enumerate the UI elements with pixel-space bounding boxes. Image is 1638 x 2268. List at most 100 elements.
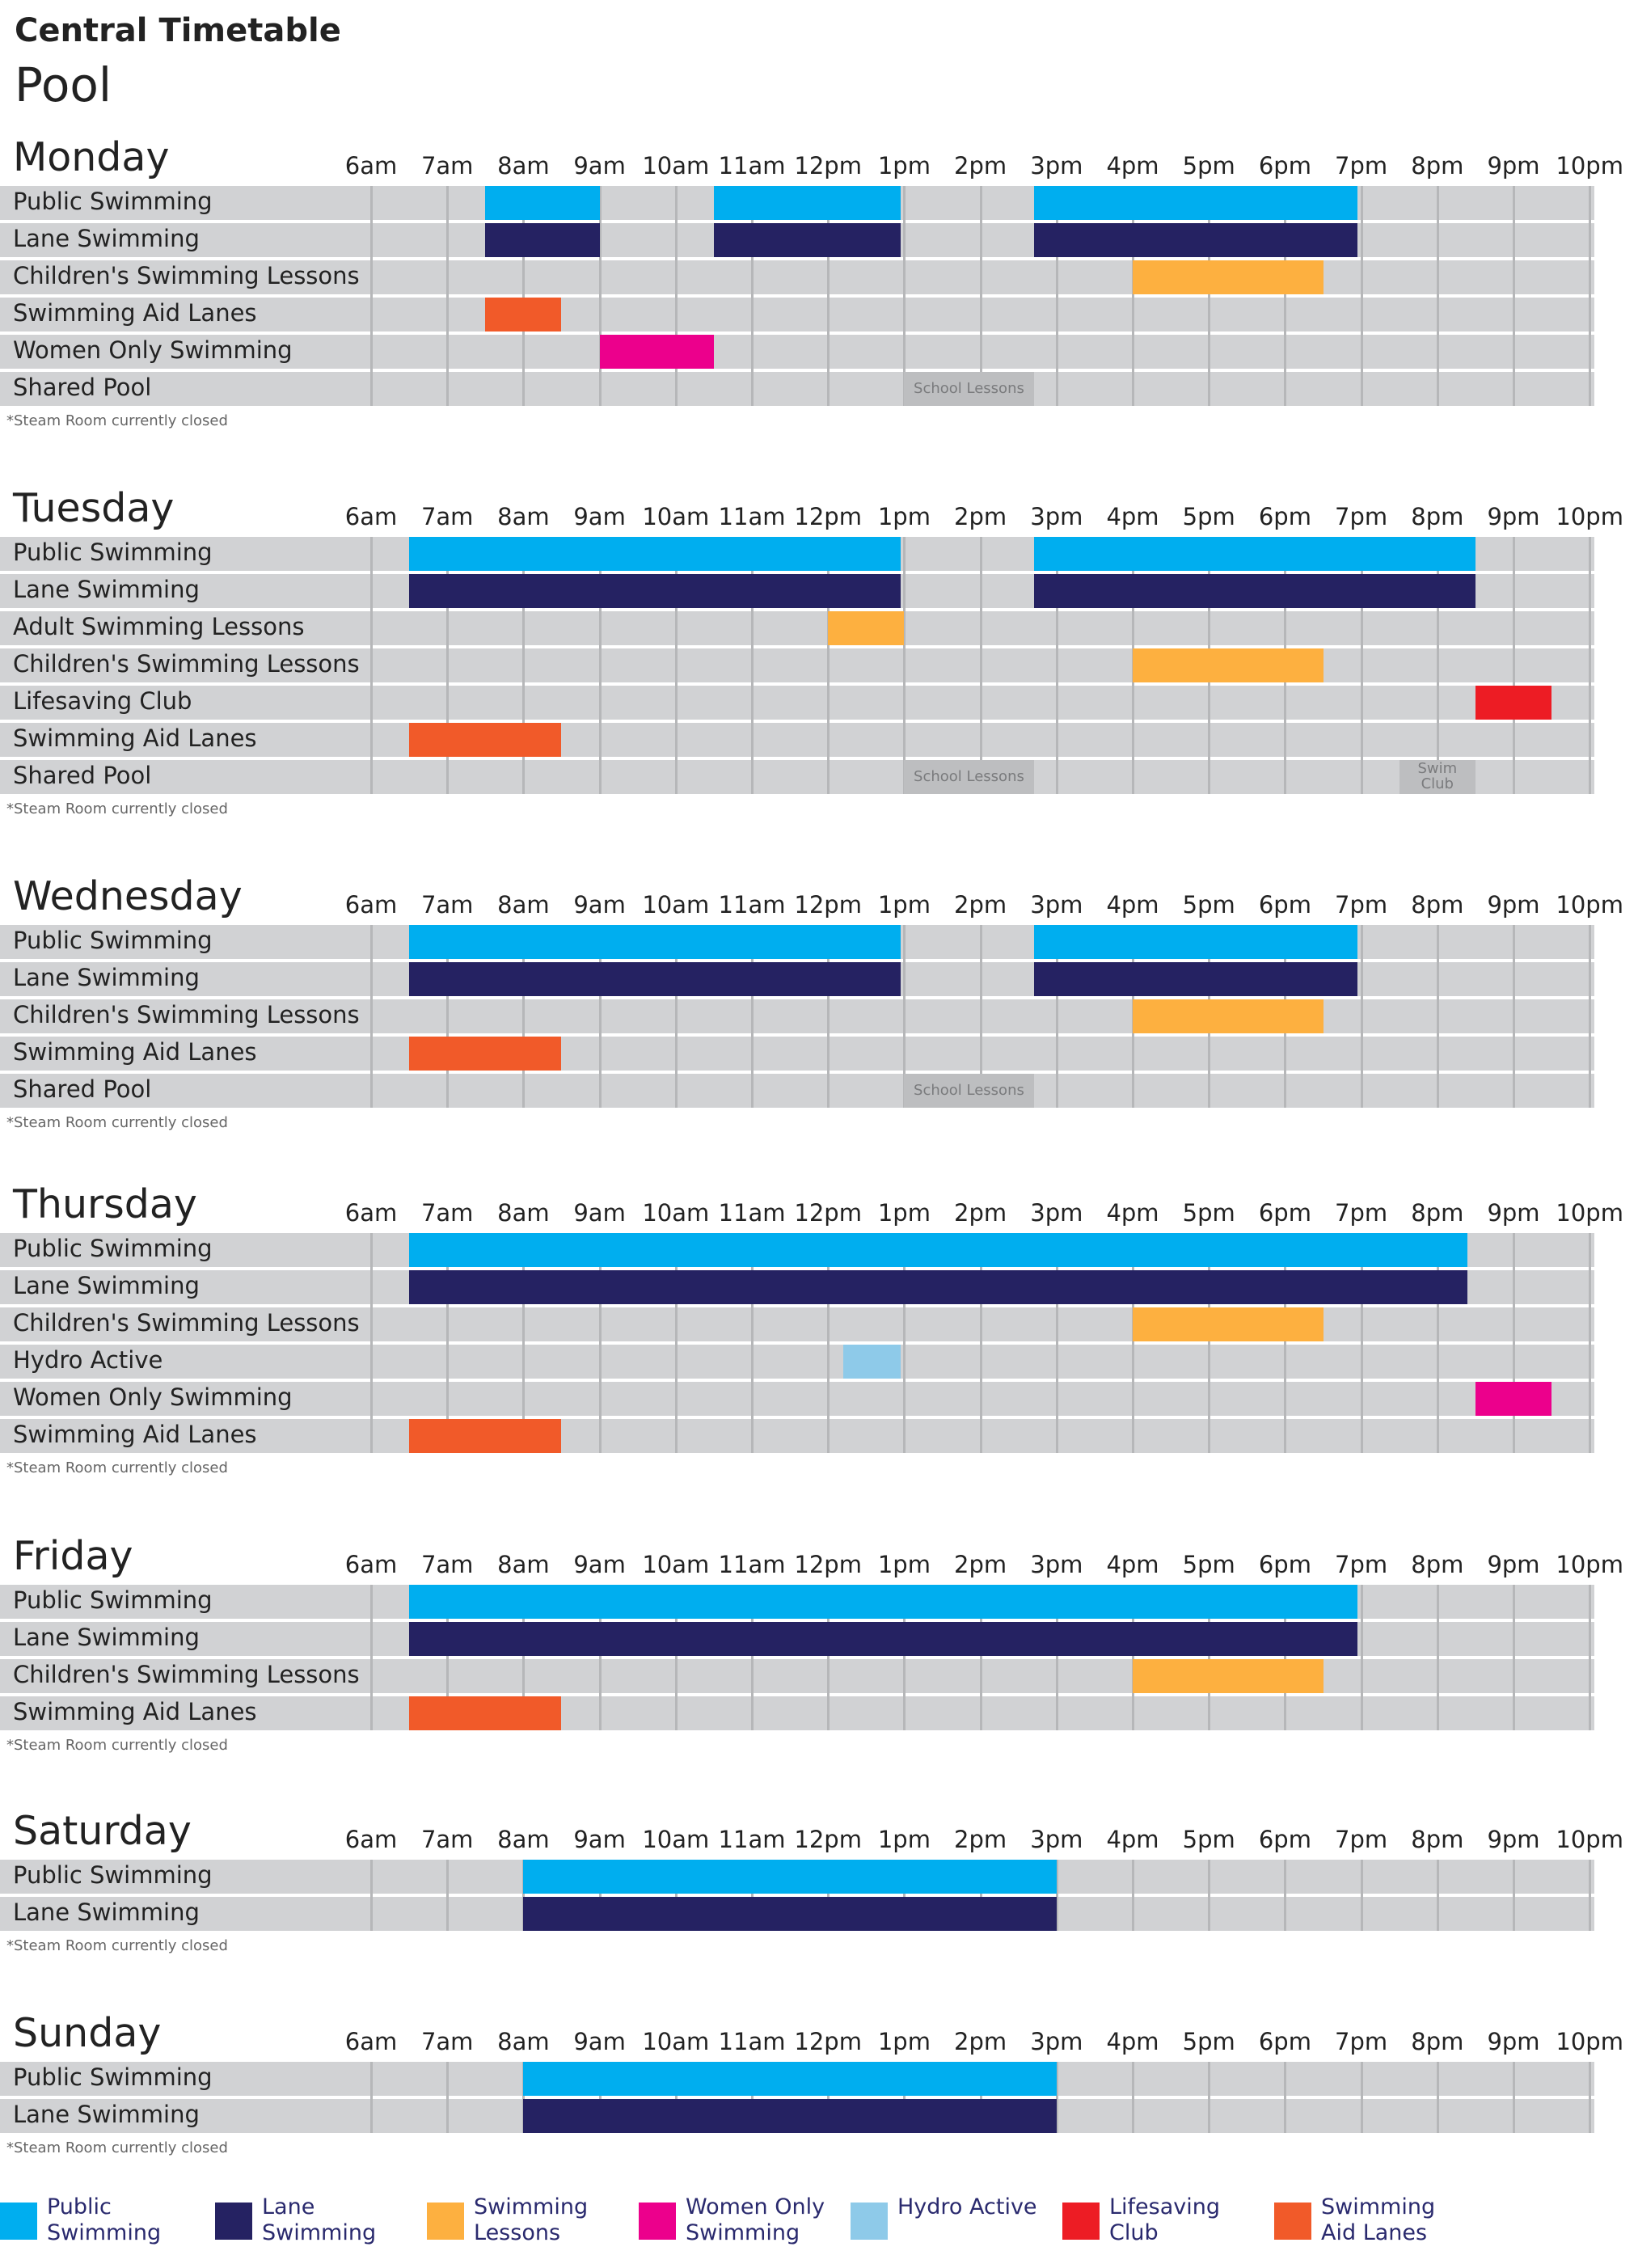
hour-label: 3pm (1030, 1826, 1083, 1853)
hour-gridline (827, 537, 830, 794)
hour-label: 3pm (1030, 2028, 1083, 2055)
hour-labels: 6am 7am 8am 9am 10am 11am 12pm 1pm 2pm 3pm 4pm 5pm 6… (0, 1185, 1638, 1225)
hour-labels: 6am 7am 8am 9am 10am 11am 12pm 1pm 2pm 3pm 4pm 5pm 6… (0, 137, 1638, 178)
hour-label: 8pm (1411, 891, 1464, 919)
hour-gridline (1055, 1233, 1058, 1453)
hour-label: 7am (420, 503, 474, 530)
hour-label: 9pm (1487, 1826, 1540, 1853)
hour-gridline (1208, 2062, 1211, 2133)
lifesaving-session-bar (1475, 686, 1552, 720)
hour-label: 7pm (1335, 1199, 1388, 1227)
hour-gridline (446, 537, 450, 794)
aid-session-bar (485, 298, 562, 332)
hour-labels: 6am 7am 8am 9am 10am 11am 12pm 1pm 2pm 3pm 4pm 5pm 6… (0, 1811, 1638, 1852)
table-row: Shared Pool (0, 1074, 1594, 1108)
hour-gridline (1589, 1860, 1592, 1931)
hour-label: 5pm (1182, 1551, 1235, 1578)
hour-gridline (522, 2062, 526, 2133)
hour-label: 8am (497, 2028, 550, 2055)
hour-label: 10am (642, 1199, 710, 1227)
hydro-session-bar (843, 1345, 901, 1379)
table-row: Children's Swimming Lessons (0, 999, 1594, 1033)
hour-gridline (674, 1233, 678, 1453)
hour-gridline (1589, 186, 1592, 406)
row-label: Public Swimming (13, 927, 213, 954)
women-session-bar (599, 335, 714, 369)
hour-gridline (1589, 1585, 1592, 1730)
hour-label: 8am (497, 503, 550, 530)
hour-label: 4pm (1106, 503, 1159, 530)
hour-gridline (370, 1585, 373, 1730)
hour-gridline (1284, 1233, 1287, 1453)
row-label: Children's Swimming Lessons (13, 650, 360, 678)
hour-label: 9pm (1487, 2028, 1540, 2055)
day-name: Friday (13, 1533, 133, 1579)
hour-label: 7am (420, 1551, 474, 1578)
public-session-bar (713, 186, 901, 220)
hour-gridline (598, 925, 602, 1108)
hour-gridline (1360, 1585, 1363, 1730)
hour-label: 7pm (1335, 2028, 1388, 2055)
row-label: Swimming Aid Lanes (13, 1038, 257, 1066)
hour-label: 9am (573, 2028, 626, 2055)
hour-label: 10am (642, 1826, 710, 1853)
lessons-session-bar (1133, 1659, 1323, 1693)
hour-label: 9pm (1487, 152, 1540, 179)
hour-gridline (1132, 1585, 1134, 1730)
hour-label: 11am (718, 891, 786, 919)
hour-label: 11am (718, 1199, 786, 1227)
row-label: Women Only Swimming (13, 336, 293, 364)
lane-swatch (215, 2203, 252, 2240)
women-session-bar (1475, 1382, 1552, 1416)
hour-gridline (370, 1860, 373, 1931)
hour-label: 1pm (877, 152, 931, 179)
lane-session-bar (485, 223, 600, 257)
hour-label: 1pm (877, 891, 931, 919)
row-label: Public Swimming (13, 1861, 213, 1889)
hour-gridline (674, 186, 678, 406)
hour-gridline (751, 2062, 754, 2133)
hour-label: 10pm (1556, 891, 1623, 919)
hour-gridline (1360, 186, 1363, 406)
shared-pool-block: Swim Club (1399, 760, 1475, 794)
hour-gridline (1284, 1585, 1287, 1730)
day-name: Saturday (13, 1808, 192, 1854)
public-session-bar (523, 2062, 1057, 2096)
hour-gridline (674, 537, 678, 794)
activity-rows: Public Swimming Lane Swimming Children's S… (0, 925, 1594, 1108)
hour-gridline (1589, 925, 1592, 1108)
hour-label: 4pm (1106, 2028, 1159, 2055)
hour-label: 12pm (794, 152, 862, 179)
hour-label: 6am (344, 503, 398, 530)
hydro-swatch (851, 2203, 888, 2240)
hour-gridline (522, 1585, 526, 1730)
hour-label: 9pm (1487, 503, 1540, 530)
hour-label: 6pm (1258, 1551, 1311, 1578)
hour-gridline (751, 1233, 754, 1453)
hour-labels: 6am 7am 8am 9am 10am 11am 12pm 1pm 2pm 3pm 4pm 5pm 6… (0, 876, 1638, 917)
hour-gridline (1132, 1233, 1134, 1453)
lane-session-bar (1033, 574, 1475, 608)
table-row: Children's Swimming Lessons (0, 1307, 1594, 1341)
hour-label: 10am (642, 503, 710, 530)
hour-gridline (903, 925, 906, 1108)
row-label: Shared Pool (13, 762, 152, 789)
lessons-swatch (427, 2203, 464, 2240)
hour-label: 11am (718, 152, 786, 179)
table-row: Children's Swimming Lessons (0, 260, 1594, 294)
hour-gridline (598, 2062, 602, 2133)
row-label: Lane Swimming (13, 225, 200, 252)
hour-gridline (827, 1860, 830, 1931)
hour-label: 2pm (954, 1199, 1007, 1227)
hour-label: 1pm (877, 503, 931, 530)
hour-label: 10am (642, 891, 710, 919)
row-label: Lifesaving Club (13, 687, 192, 715)
hour-gridline (674, 1860, 678, 1931)
shared-pool-block: School Lessons (904, 760, 1034, 794)
hour-label: 7am (420, 2028, 474, 2055)
lane-session-bar (409, 1622, 1357, 1656)
hour-gridline (1513, 537, 1515, 794)
lane-session-bar (1033, 223, 1357, 257)
lane-session-bar (409, 962, 901, 996)
legend-label: Public Swimming (47, 2194, 162, 2245)
